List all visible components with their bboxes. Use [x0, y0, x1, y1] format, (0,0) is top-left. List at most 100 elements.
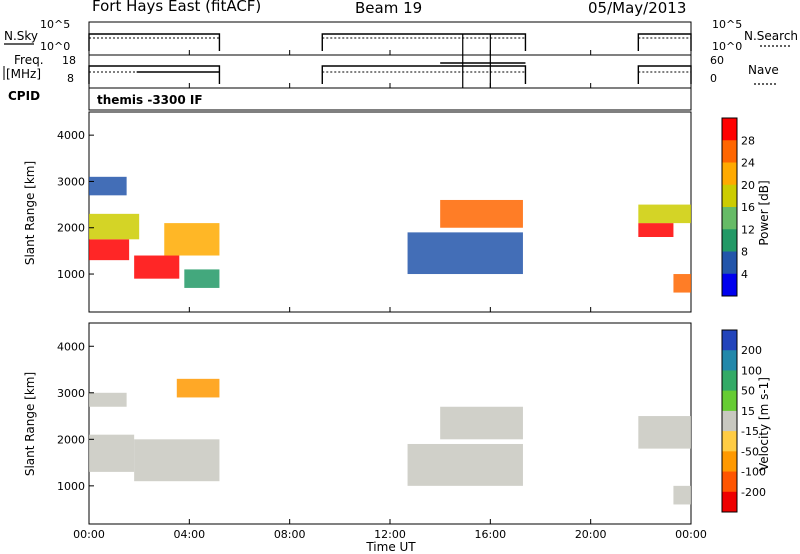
velocity-panel-ytick-label-1: 3000 — [57, 387, 85, 400]
power-panel-colorbar-cell-2 — [722, 162, 737, 186]
nsky-tick-top: 10^5 — [40, 18, 70, 31]
power-panel-colorbar-frame — [721, 117, 738, 297]
xtick-label-2: 08:00 — [274, 528, 306, 541]
power-panel-echo-region-0 — [89, 239, 130, 261]
xtick-label-1: 04:00 — [173, 528, 205, 541]
velocity-panel-echo-region-4 — [407, 443, 523, 486]
velocity-panel-colorbar-cell-8 — [722, 491, 737, 513]
xtick-label-4: 16:00 — [474, 528, 506, 541]
axis-ticks: 4000300020001000282420161284400030002000… — [57, 50, 766, 541]
power-panel-colorbar-tick-3: 16 — [741, 201, 755, 214]
freq-trace-1 — [321, 65, 527, 84]
power-panel-ytick-label-2: 2000 — [57, 222, 85, 235]
nsky-trace-2 — [637, 33, 692, 51]
power-panel-echo-region-3 — [134, 255, 180, 279]
power-panel-colorbar-tick-5: 8 — [741, 246, 748, 259]
velocity-panel-colorbar-cell-3 — [722, 390, 737, 412]
velocity-panel-colorbar-cell-7 — [722, 471, 737, 493]
power-panel-colorbar-cell-6 — [722, 251, 737, 275]
velocity-panel-echo-region-6 — [638, 416, 691, 449]
velocity-panel-colorbar-cell-1 — [722, 350, 737, 371]
velocity-panel-ytick-label-0: 4000 — [57, 340, 85, 353]
velocity-panel-colorbar-tick-7: -200 — [741, 486, 766, 499]
velocity-panel-colorbar-cell-6 — [722, 451, 737, 473]
velocity-panel-echo-region-2 — [89, 392, 127, 407]
nave-tick-top: 60 — [710, 54, 724, 67]
power-panel-colorbar-cell-7 — [722, 273, 737, 297]
cpid-text: themis -3300 IF — [97, 93, 203, 107]
velocity-panel-echo-region-0 — [89, 434, 135, 472]
xtick-label-0: 00:00 — [73, 528, 105, 541]
nave-tick-bottom: 0 — [710, 72, 717, 85]
power-panel-echo-region-9 — [638, 204, 691, 224]
power-panel-colorbar-cell-3 — [722, 184, 737, 208]
nsearch-tick-top: 10^5 — [712, 18, 742, 31]
cpid-label: CPID — [8, 89, 40, 103]
freq-trace-2 — [637, 65, 692, 84]
power-panel-echo-region-7 — [440, 199, 523, 228]
date-title: 05/May/2013 — [588, 0, 687, 17]
power-panel-colorbar-cell-5 — [722, 229, 737, 252]
power-panel-echo-region-8 — [638, 223, 674, 237]
power-panel-colorbar-tick-1: 24 — [741, 157, 755, 170]
beam-title: Beam 19 — [355, 0, 423, 17]
velocity-panel-echo-region-3 — [176, 378, 220, 398]
nsky-tick-bottom: 10^0 — [40, 40, 70, 53]
power-panel-echo-region-1 — [89, 213, 140, 240]
nave-label: Nave — [748, 63, 779, 77]
power-panel-echo-region-6 — [407, 232, 523, 275]
velocity-panel-echo-region-5 — [440, 406, 523, 440]
velocity-panel-frame — [88, 322, 692, 525]
xtick-label-6: 00:00 — [675, 528, 707, 541]
power-panel-colorbar-tick-6: 4 — [741, 268, 748, 281]
nsky-trace-0 — [88, 33, 221, 51]
velocity-panel-colorbar-frame — [721, 329, 738, 513]
power-panel-ytick-label-3: 1000 — [57, 268, 85, 281]
radar-title: Fort Hays East (fitACF) — [92, 0, 262, 15]
freq-tick-bottom: 8 — [67, 72, 74, 85]
power-panel-colorbar-cell-1 — [722, 140, 737, 163]
power-panel-colorbar-tick-0: 28 — [741, 134, 755, 147]
power-panel-ytick-label-0: 4000 — [57, 129, 85, 142]
nsky-trace-1 — [321, 33, 527, 51]
velocity-panel-colorbar-cell-5 — [722, 431, 737, 452]
velocity-panel-colorbar-cell-0 — [722, 330, 737, 351]
time-xlabel: Time UT — [365, 540, 416, 554]
power-panel-colorbar-tick-4: 12 — [741, 223, 755, 236]
freq-label-2: [MHz] — [6, 67, 41, 81]
velocity-panel-colorbar-tick-2: 50 — [741, 385, 755, 398]
nsearch-tick-bottom: 10^0 — [712, 40, 742, 53]
data-marks — [88, 33, 692, 505]
velocity-panel-colorbar-tick-4: -15 — [741, 425, 759, 438]
velocity-panel-colorbar-cell-4 — [722, 410, 737, 432]
velocity-panel-colorbar-tick-3: 15 — [741, 405, 755, 418]
velocity-ylabel: Slant Range [km] — [23, 372, 37, 476]
power-ylabel: Slant Range [km] — [23, 161, 37, 265]
power-panel-echo-region-4 — [164, 223, 220, 256]
freq-label-1: Freq. — [14, 53, 44, 67]
nsky-label: N.Sky — [4, 29, 38, 43]
velocity-panel-colorbar-cell-2 — [722, 370, 737, 392]
power-panel-echo-region-5 — [184, 269, 220, 288]
velocity-panel-ytick-label-3: 1000 — [57, 480, 85, 493]
power-panel-colorbar-cell-0 — [722, 118, 737, 141]
velocity-panel-colorbar-tick-5: -50 — [741, 445, 759, 458]
velocity-colorbar-label: Velocity [m s-1] — [757, 377, 771, 471]
power-panel-ytick-label-1: 3000 — [57, 175, 85, 188]
velocity-panel-echo-region-7 — [673, 485, 691, 505]
velocity-panel-ytick-label-2: 2000 — [57, 433, 85, 446]
velocity-panel-colorbar-tick-6: -100 — [741, 466, 766, 479]
xtick-label-3: 12:00 — [374, 528, 406, 541]
power-panel-colorbar-tick-2: 20 — [741, 179, 755, 192]
power-panel-echo-region-2 — [89, 176, 127, 196]
power-panel-frame — [88, 111, 692, 313]
power-panel-echo-region-10 — [673, 274, 691, 293]
velocity-panel-colorbar-tick-0: 200 — [741, 344, 762, 357]
xtick-label-5: 20:00 — [575, 528, 607, 541]
velocity-panel-echo-region-1 — [134, 439, 220, 482]
freq-tick-top: 18 — [62, 54, 76, 67]
nsearch-label: N.Search — [744, 29, 798, 43]
power-panel-colorbar-cell-4 — [722, 207, 737, 230]
power-colorbar-label: Power [dB] — [757, 180, 771, 245]
